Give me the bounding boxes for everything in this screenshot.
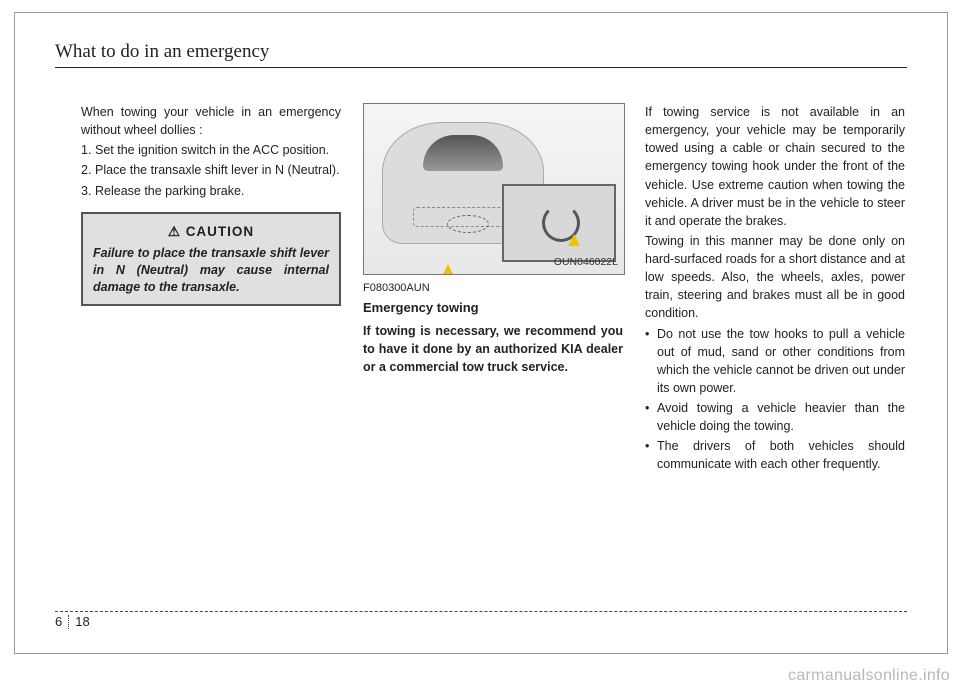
bullet-text: The drivers of both vehicles should comm…: [657, 437, 905, 473]
list-item: 2. Place the transaxle shift lever in N …: [81, 161, 341, 179]
page-number: 18: [75, 614, 89, 629]
subheading: Emergency towing: [363, 299, 623, 318]
bullet-text: Avoid towing a vehicle heavier than the …: [657, 399, 905, 435]
list-number: 1.: [81, 141, 95, 159]
header-title: What to do in an emergency: [55, 41, 907, 67]
caution-box: ⚠ CAUTION Failure to place the transaxle…: [81, 212, 341, 306]
watermark-text: carmanualsonline.info: [788, 667, 950, 685]
bullet-dot-icon: •: [645, 399, 657, 435]
arrow-up-icon: [442, 264, 454, 275]
figure-code-inset: OUN046022L: [554, 255, 618, 270]
list-item: 1. Set the ignition switch in the ACC po…: [81, 141, 341, 159]
list-text: Release the parking brake.: [95, 182, 341, 200]
page-header: What to do in an emergency: [55, 41, 907, 68]
figure-code: F080300AUN: [363, 281, 623, 297]
content-columns: When towing your vehicle in an emergency…: [81, 103, 905, 474]
column-1: When towing your vehicle in an emergency…: [81, 103, 341, 474]
page-number-block: 6 18: [55, 614, 907, 629]
col3-para1: If towing service is not available in an…: [645, 103, 905, 230]
section-number: 6: [55, 614, 62, 629]
col3-para2: Towing in this manner may be done only o…: [645, 232, 905, 323]
bullet-item: • Avoid towing a vehicle heavier than th…: [645, 399, 905, 435]
figure-inset: [502, 184, 616, 262]
column-2: OUN046022L F080300AUN Emergency towing I…: [363, 103, 623, 474]
bullet-dot-icon: •: [645, 325, 657, 398]
footer-divider: [68, 615, 69, 629]
windshield-shape: [423, 135, 503, 171]
bullet-item: • Do not use the tow hooks to pull a veh…: [645, 325, 905, 398]
hook-location-dashed: [447, 215, 489, 233]
list-number: 3.: [81, 182, 95, 200]
page-frame: What to do in an emergency When towing y…: [14, 12, 948, 654]
list-text: Set the ignition switch in the ACC posit…: [95, 141, 341, 159]
bullet-dot-icon: •: [645, 437, 657, 473]
list-number: 2.: [81, 161, 95, 179]
list-text: Place the transaxle shift lever in N (Ne…: [95, 161, 341, 179]
bold-paragraph: If towing is necessary, we recommend you…: [363, 322, 623, 376]
caution-title: ⚠ CAUTION: [93, 222, 329, 242]
vehicle-figure: OUN046022L: [363, 103, 625, 275]
col1-intro: When towing your vehicle in an emergency…: [81, 103, 341, 139]
footer-dotted-rule: [55, 611, 907, 612]
list-item: 3. Release the parking brake.: [81, 182, 341, 200]
arrow-up-icon: [568, 234, 580, 246]
column-3: If towing service is not available in an…: [645, 103, 905, 474]
bullet-text: Do not use the tow hooks to pull a vehic…: [657, 325, 905, 398]
warning-triangle-icon: ⚠: [168, 224, 181, 239]
caution-label: CAUTION: [186, 224, 255, 239]
page-footer: 6 18: [55, 611, 907, 629]
bullet-item: • The drivers of both vehicles should co…: [645, 437, 905, 473]
header-rule: [55, 67, 907, 68]
caution-body: Failure to place the transaxle shift lev…: [93, 245, 329, 296]
